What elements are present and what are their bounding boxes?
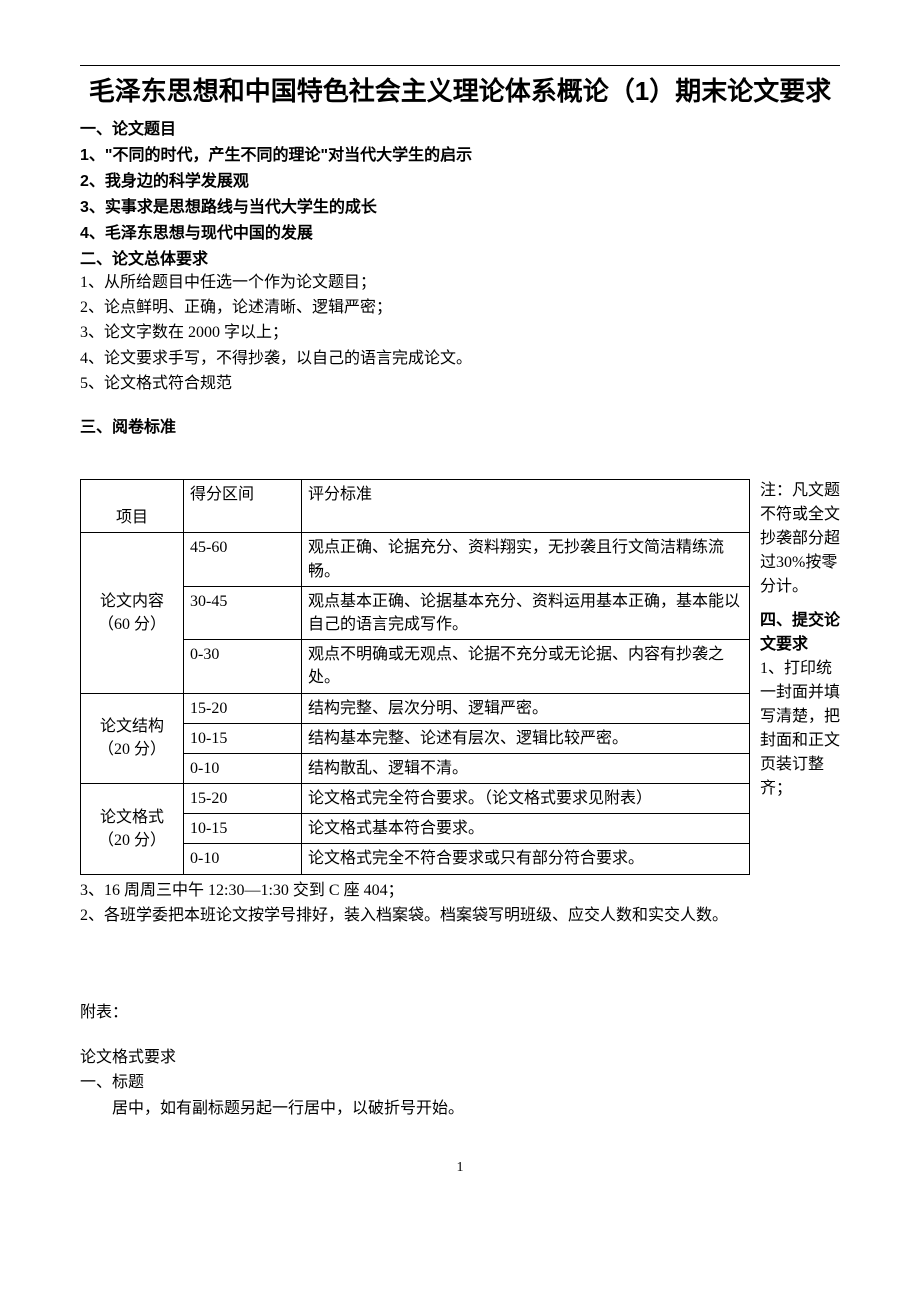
group-format: 论文格式（20 分） — [81, 784, 184, 875]
cell-range: 10-15 — [184, 814, 302, 844]
header-range: 得分区间 — [184, 480, 302, 533]
submit-req-1: 1、打印统一封面并填写清楚，把封面和正文页装订整齐； — [760, 657, 840, 801]
cell-range: 45-60 — [184, 533, 302, 586]
section-4-heading: 四、提交论文要求 — [760, 609, 840, 657]
cell-criteria: 观点不明确或无观点、论据不充分或无论据、内容有抄袭之处。 — [302, 640, 750, 693]
req-5: 5、论文格式符合规范 — [80, 372, 840, 395]
topic-3: 3、实事求是思想路线与当代大学生的成长 — [80, 193, 840, 217]
section-2-heading: 二、论文总体要求 — [80, 245, 840, 269]
submit-req-3: 3、16 周周三中午 12:30—1:30 交到 C 座 404； — [80, 879, 840, 902]
appendix-sub1: 一、标题 — [80, 1071, 840, 1094]
topic-4: 4、毛泽东思想与现代中国的发展 — [80, 219, 840, 243]
submit-req-2: 2、各班学委把本班论文按学号排好，装入档案袋。档案袋写明班级、应交人数和实交人数… — [80, 904, 840, 927]
cell-criteria: 观点基本正确、论据基本充分、资料运用基本正确，基本能以自己的语言完成写作。 — [302, 586, 750, 639]
cell-criteria: 观点正确、论据充分、资料翔实，无抄袭且行文简洁精练流畅。 — [302, 533, 750, 586]
group-content: 论文内容（60 分） — [81, 533, 184, 693]
cell-range: 10-15 — [184, 723, 302, 753]
appendix-sub1-body: 居中，如有副标题另起一行居中，以破折号开始。 — [80, 1097, 840, 1120]
cell-range: 30-45 — [184, 586, 302, 639]
req-1: 1、从所给题目中任选一个作为论文题目； — [80, 271, 840, 294]
cell-criteria: 结构基本完整、论述有层次、逻辑比较严密。 — [302, 723, 750, 753]
cell-criteria: 论文格式完全符合要求。（论文格式要求见附表） — [302, 784, 750, 814]
table-note: 注：凡文题不符或全文抄袭部分超过30%按零分计。 — [760, 479, 840, 599]
cell-range: 15-20 — [184, 693, 302, 723]
page-number: 1 — [80, 1160, 840, 1176]
table-row: 论文格式（20 分） 15-20 论文格式完全符合要求。（论文格式要求见附表） — [81, 784, 750, 814]
topic-1: 1、"不同的时代，产生不同的理论"对当代大学生的启示 — [80, 141, 840, 165]
appendix-heading: 论文格式要求 — [80, 1046, 840, 1069]
right-note-column: 注：凡文题不符或全文抄袭部分超过30%按零分计。 四、提交论文要求 1、打印统一… — [750, 439, 840, 801]
cell-range: 0-30 — [184, 640, 302, 693]
cell-criteria: 结构散乱、逻辑不清。 — [302, 753, 750, 783]
table-row: 论文结构（20 分） 15-20 结构完整、层次分明、逻辑严密。 — [81, 693, 750, 723]
cell-range: 15-20 — [184, 784, 302, 814]
req-2: 2、论点鲜明、正确，论述清晰、逻辑严密； — [80, 296, 840, 319]
page: 毛泽东思想和中国特色社会主义理论体系概论（1）期末论文要求 一、论文题目 1、"… — [0, 0, 920, 1216]
table-column: 项目 得分区间 评分标准 论文内容（60 分） 45-60 观点正确、论据充分、… — [80, 439, 750, 875]
appendix-label: 附表： — [80, 1001, 840, 1024]
table-row: 论文内容（60 分） 45-60 观点正确、论据充分、资料翔实，无抄袭且行文简洁… — [81, 533, 750, 586]
header-criteria: 评分标准 — [302, 480, 750, 533]
grading-table: 项目 得分区间 评分标准 论文内容（60 分） 45-60 观点正确、论据充分、… — [80, 479, 750, 875]
section-3-heading: 三、阅卷标准 — [80, 413, 840, 437]
cell-criteria: 结构完整、层次分明、逻辑严密。 — [302, 693, 750, 723]
cell-criteria: 论文格式完全不符合要求或只有部分符合要求。 — [302, 844, 750, 874]
section-1-heading: 一、论文题目 — [80, 115, 840, 139]
header-item: 项目 — [81, 480, 184, 533]
req-3: 3、论文字数在 2000 字以上； — [80, 321, 840, 344]
cell-criteria: 论文格式基本符合要求。 — [302, 814, 750, 844]
table-header-row: 项目 得分区间 评分标准 — [81, 480, 750, 533]
cell-range: 0-10 — [184, 844, 302, 874]
req-4: 4、论文要求手写，不得抄袭，以自己的语言完成论文。 — [80, 347, 840, 370]
cell-range: 0-10 — [184, 753, 302, 783]
topic-2: 2、我身边的科学发展观 — [80, 167, 840, 191]
group-structure: 论文结构（20 分） — [81, 693, 184, 784]
table-and-note-row: 项目 得分区间 评分标准 论文内容（60 分） 45-60 观点正确、论据充分、… — [80, 439, 840, 875]
top-horizontal-rule — [80, 65, 840, 66]
document-title: 毛泽东思想和中国特色社会主义理论体系概论（1）期末论文要求 — [80, 74, 840, 109]
